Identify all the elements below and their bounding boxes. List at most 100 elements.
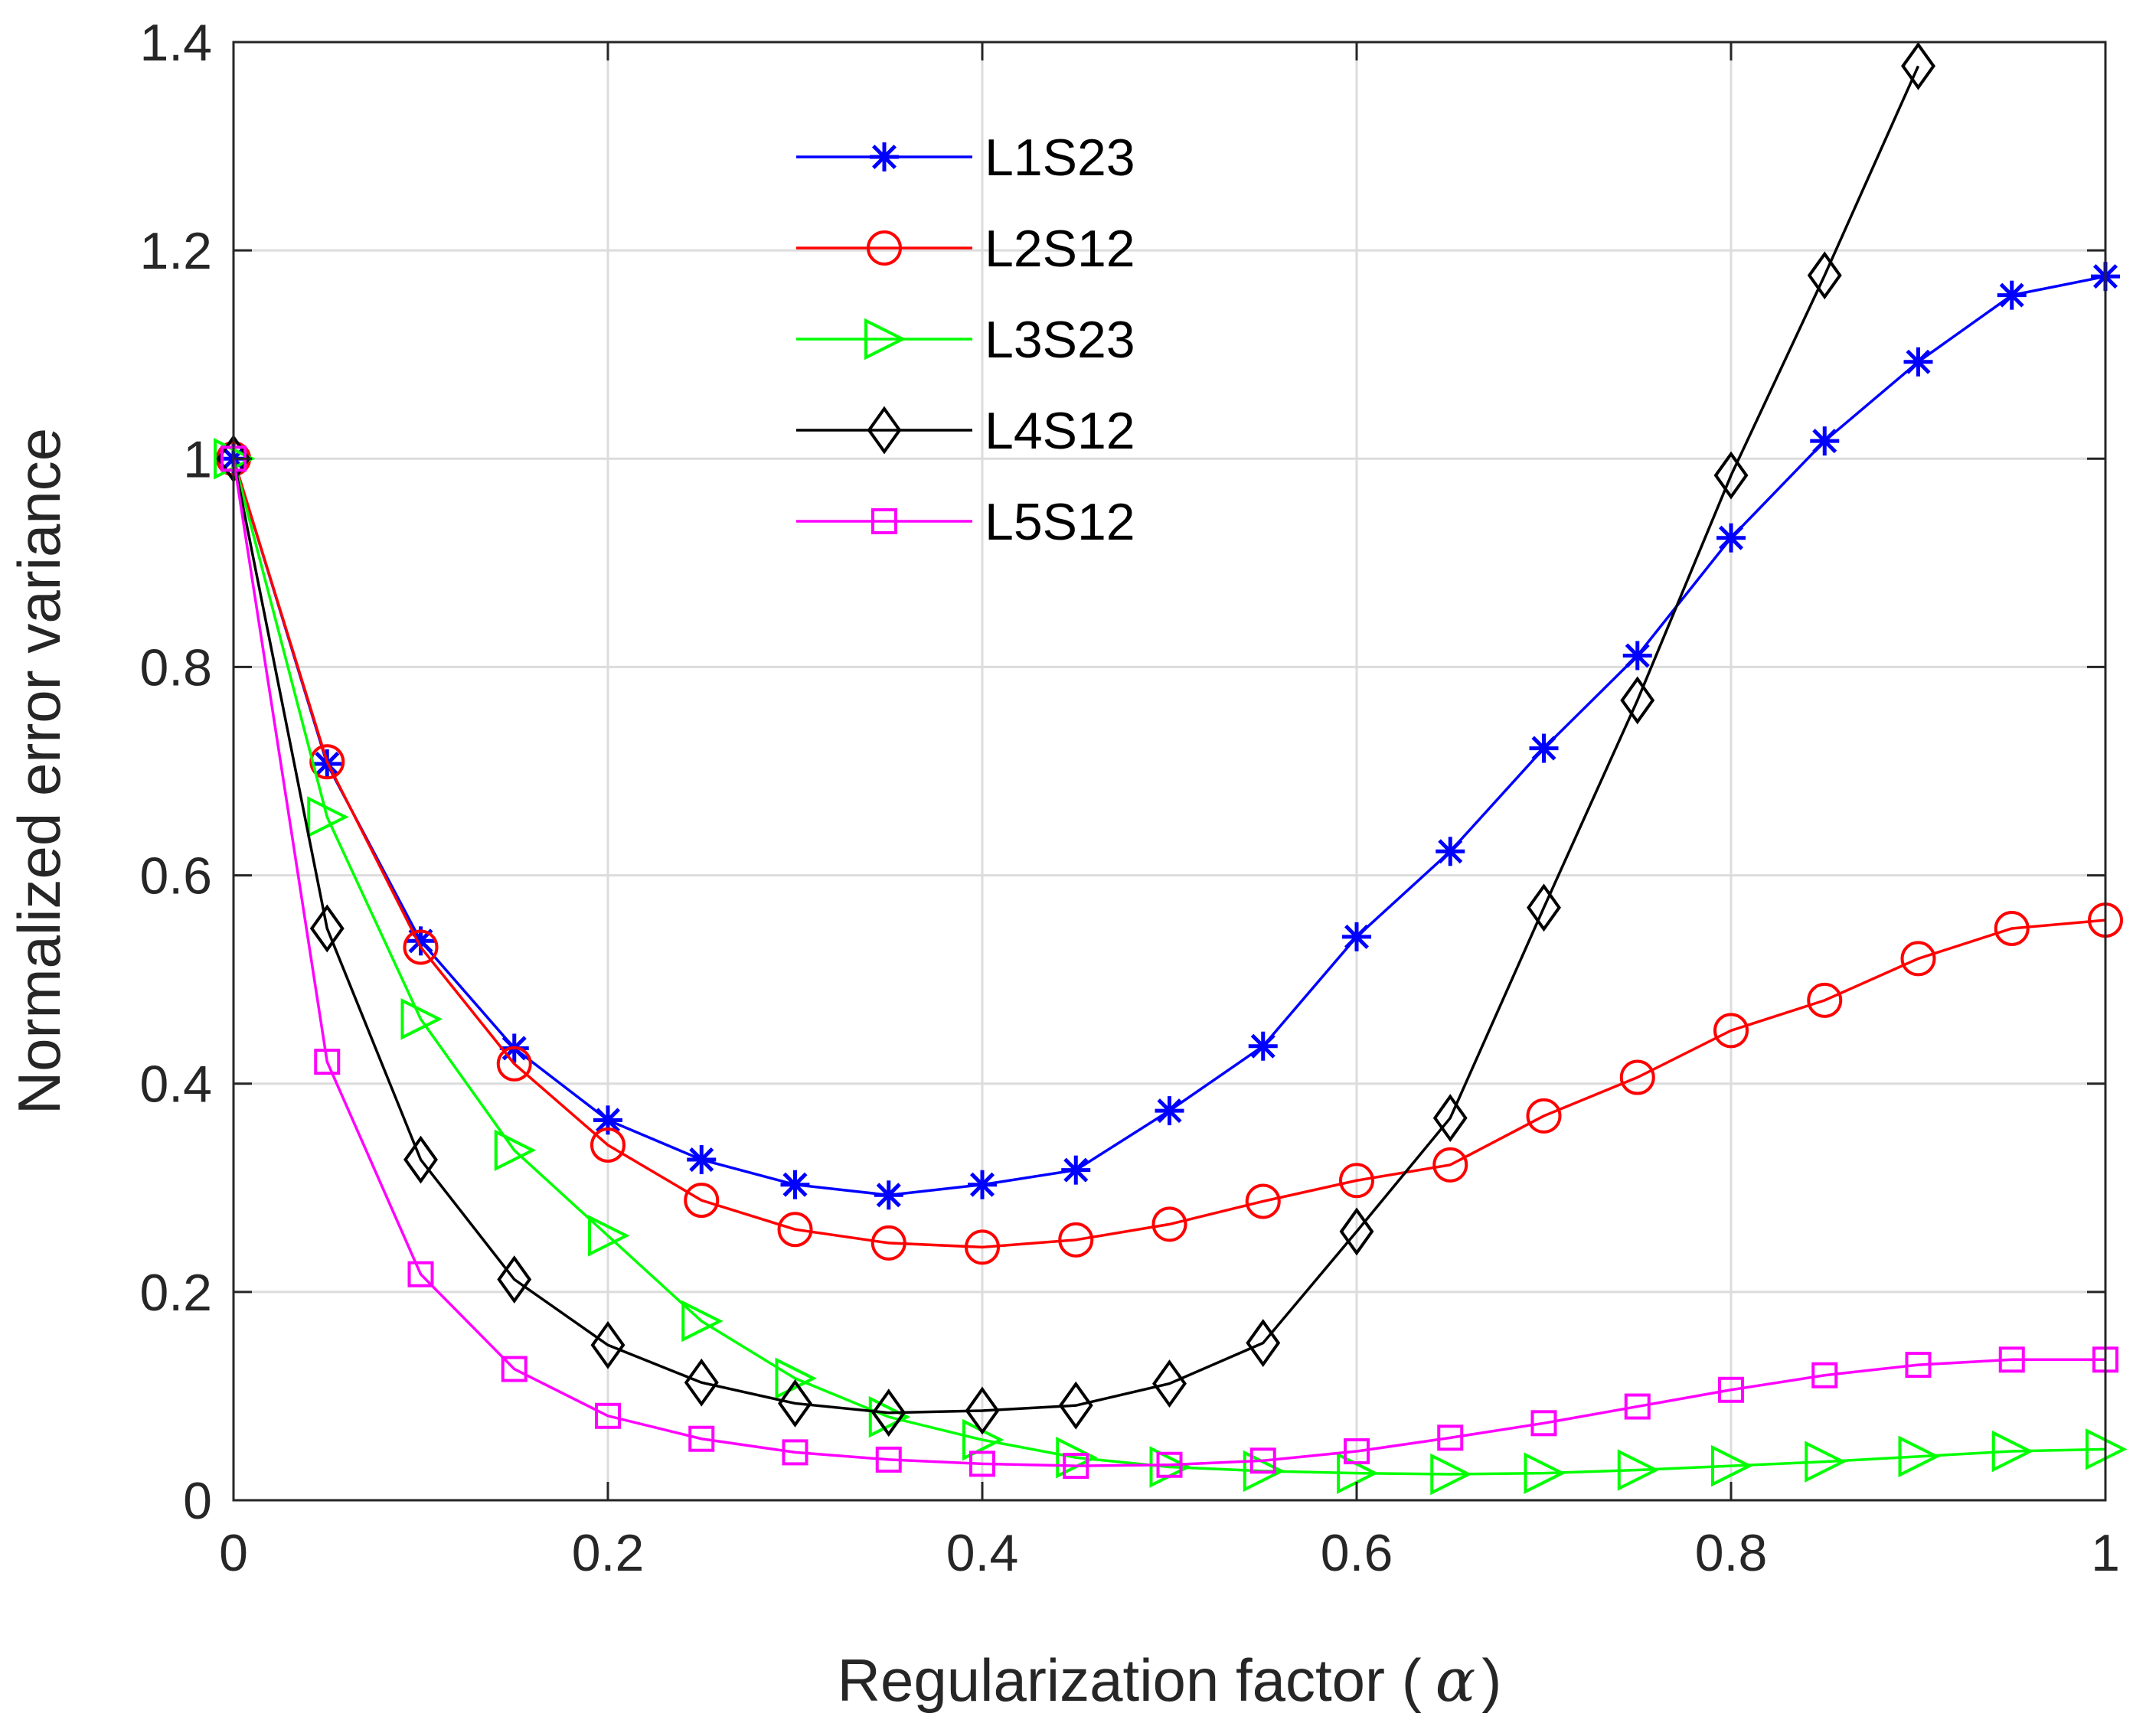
data-point-L2S12 [1058,1222,1094,1258]
data-point-L3S23 [1430,1453,1472,1496]
data-point-L1S23 [1997,280,2027,310]
data-point-L2S12 [590,1127,626,1163]
x-tick-label: 0.6 [1321,1524,1393,1582]
y-tick-label: 0.8 [139,638,212,697]
data-point-L3S23 [681,1300,723,1343]
data-point-L3S23 [1524,1452,1566,1494]
x-tick-label: 0.8 [1695,1524,1768,1582]
legend-label: L3S23 [985,311,1135,369]
legend-item-L5S12: L5S12 [796,493,1135,551]
data-point-L1S23 [1155,1096,1184,1126]
data-point-L2S12 [403,929,439,965]
data-point-L2S12 [1432,1147,1468,1183]
alpha-symbol: α [1436,1646,1476,1715]
data-point-L2S12 [1151,1206,1187,1242]
x-axis-label-suffix: ) [1481,1646,1501,1714]
legend-marker-L4S12 [867,406,902,455]
legend-item-L4S12: L4S12 [796,402,1135,460]
data-point-L4S12 [309,904,345,953]
data-point-L1S23 [874,1180,903,1210]
data-point-L1S23 [1342,922,1371,951]
legend-label: L2S12 [985,220,1135,278]
data-point-L1S23 [1529,733,1559,763]
data-point-L2S12 [1807,982,1843,1018]
y-tick-label: 0.6 [139,847,212,906]
data-point-L3S23 [588,1215,630,1257]
data-point-L2S12 [1339,1163,1374,1199]
data-point-L5S12 [1811,1362,1838,1388]
y-tick-label: 1.2 [139,222,212,280]
data-point-L5S12 [314,1049,341,1075]
data-point-L5S12 [501,1356,528,1382]
data-point-L4S12 [871,1388,906,1437]
y-tick-label: 1 [183,430,212,488]
data-point-L3S23 [775,1357,817,1400]
data-point-L2S12 [870,1225,906,1261]
data-point-L2S12 [1994,910,2030,946]
y-tick-label: 1.4 [139,14,212,72]
data-point-L4S12 [1246,1319,1281,1367]
data-point-L5S12 [1905,1352,1932,1379]
y-axis-label: Normalized error variance [5,428,73,1114]
series-L2S12 [216,441,2123,1265]
data-point-L5S12 [1063,1453,1089,1480]
data-point-L3S23 [494,1129,537,1172]
legend-label: L1S23 [985,129,1135,187]
data-point-L5S12 [875,1446,902,1473]
data-point-L1S23 [1061,1155,1091,1185]
legend-marker-L3S23 [864,318,906,361]
data-point-L5S12 [1156,1451,1183,1478]
legend-label: L4S12 [985,402,1135,460]
x-tick-label: 1 [2091,1524,2120,1582]
data-point-L3S23 [1898,1435,1940,1478]
data-point-L1S23 [687,1145,717,1175]
data-point-L1S23 [1436,837,1465,866]
data-point-L5S12 [1718,1376,1744,1403]
data-point-L5S12 [1249,1447,1276,1474]
data-point-L4S12 [1152,1359,1187,1408]
data-point-L4S12 [1432,1094,1468,1143]
legend-item-L1S23: L1S23 [796,129,1135,187]
legend-item-L2S12: L2S12 [796,220,1135,278]
data-point-L5S12 [1998,1346,2025,1373]
data-point-L4S12 [1527,883,1561,932]
data-point-L1S23 [1810,426,1840,456]
y-tick-label: 0.4 [139,1056,212,1114]
legend-label: L5S12 [985,493,1135,551]
data-point-L1S23 [780,1170,810,1199]
y-tick-label: 0.2 [139,1264,212,1322]
data-point-L1S23 [1622,641,1652,671]
y-tick-label: 0 [183,1472,212,1530]
data-point-L4S12 [497,1255,532,1304]
legend-marker-L1S23 [870,142,899,171]
x-tick-label: 0 [219,1524,248,1582]
data-point-L4S12 [1713,451,1749,500]
series-L1S23 [219,262,2120,1210]
legend-marker-L5S12 [871,508,897,534]
data-point-L5S12 [1437,1424,1464,1451]
data-point-L4S12 [684,1358,719,1407]
data-point-L1S23 [968,1170,997,1199]
data-point-L5S12 [688,1425,715,1452]
data-point-L1S23 [1903,347,1933,377]
series-line-L2S12 [232,458,2106,1249]
data-point-L5S12 [595,1402,621,1429]
data-point-L4S12 [403,1135,438,1184]
x-tick-label: 0.4 [946,1524,1019,1582]
data-point-L1S23 [1248,1031,1278,1061]
data-point-L4S12 [1901,41,1935,90]
data-point-L5S12 [407,1261,434,1287]
data-point-L3S23 [868,1395,911,1438]
data-point-L2S12 [496,1046,532,1082]
legend: L1S23 L2S12 L3S23 L4S12 L5S12 [796,129,1135,551]
data-point-L2S12 [684,1183,720,1219]
data-point-L1S23 [1716,523,1746,553]
data-point-L3S23 [400,998,443,1040]
data-point-L5S12 [1344,1438,1370,1465]
series-line-L3S23 [232,458,2106,1476]
data-point-L3S23 [1617,1449,1660,1491]
series-line-L4S12 [232,65,1920,1415]
data-point-L2S12 [1713,1013,1749,1049]
data-point-L2S12 [1900,941,1936,977]
axis-ticks: 0 0.2 0.4 0.6 0.8 1 0 0.2 0.4 0.6 0.8 1 1.2 1.4 [139,14,2119,1582]
